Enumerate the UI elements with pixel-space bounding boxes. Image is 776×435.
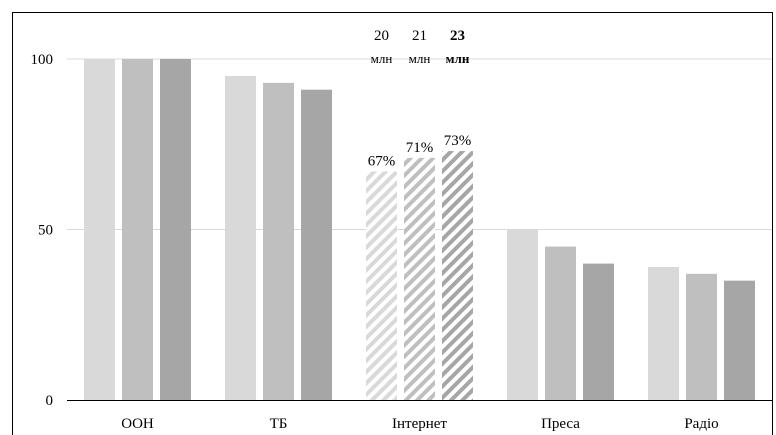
y-axis-tick-labels: 0 50 100 xyxy=(31,52,54,409)
bar xyxy=(301,89,332,400)
bar xyxy=(583,263,614,400)
bars xyxy=(84,59,755,401)
data-label: 71% xyxy=(406,140,434,156)
bar xyxy=(404,157,435,400)
bar xyxy=(648,267,679,400)
bar xyxy=(263,82,294,401)
data-label: 73% xyxy=(444,133,472,149)
chart-frame xyxy=(12,12,773,435)
bar xyxy=(160,59,191,400)
y-tick-label: 50 xyxy=(38,223,53,239)
top-annotations: 20 млн 21 млн 23 млн xyxy=(371,28,470,66)
bar xyxy=(442,151,473,400)
annotation-number: 21 xyxy=(412,28,427,44)
bar xyxy=(366,171,397,400)
bar xyxy=(545,246,576,400)
annotation-number: 23 xyxy=(450,28,465,44)
annotation-unit: млн xyxy=(446,51,470,66)
x-tick-label: Радіо xyxy=(684,416,718,432)
annotation-number: 20 xyxy=(374,28,389,44)
x-tick-label: Інтернет xyxy=(392,416,447,432)
annotation-unit: млн xyxy=(409,51,431,66)
x-axis-category-labels: ООН ТБ Інтернет Преса Радіо xyxy=(121,416,718,432)
x-tick-label: ООН xyxy=(121,416,154,432)
x-tick-label: Преса xyxy=(541,416,580,432)
bar xyxy=(84,59,115,400)
bar xyxy=(122,59,153,400)
data-labels: 67% 71% 73% xyxy=(368,133,472,169)
y-tick-label: 0 xyxy=(46,393,54,409)
bar xyxy=(507,229,538,400)
bar xyxy=(225,76,256,401)
annotation-unit: млн xyxy=(371,51,393,66)
y-tick-label: 100 xyxy=(31,52,54,68)
bar xyxy=(724,280,755,400)
bar xyxy=(686,273,717,400)
x-tick-label: ТБ xyxy=(270,416,288,432)
data-label: 67% xyxy=(368,154,396,170)
